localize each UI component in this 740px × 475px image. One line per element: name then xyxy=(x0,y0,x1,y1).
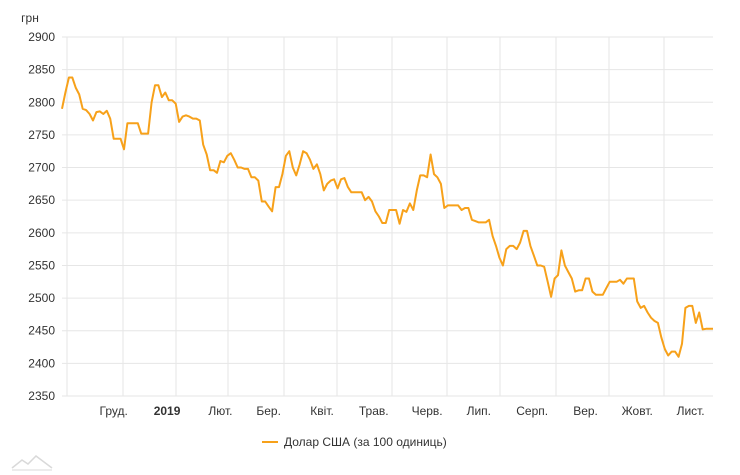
chart-legend[interactable]: Долар США (за 100 одиниць) xyxy=(262,435,447,449)
y-tick-label: 2450 xyxy=(28,324,55,338)
watermark-logo-icon xyxy=(11,455,53,471)
x-tick-label: Бер. xyxy=(256,404,281,418)
y-tick-label: 2350 xyxy=(28,389,55,403)
legend-label[interactable]: Долар США (за 100 одиниць) xyxy=(284,435,447,449)
x-tick-label: 2019 xyxy=(154,404,181,418)
y-tick-label: 2900 xyxy=(28,30,55,44)
x-tick-label: Серп. xyxy=(516,404,548,418)
x-tick-label: Груд. xyxy=(100,404,128,418)
y-tick-label: 2650 xyxy=(28,193,55,207)
y-tick-label: 2750 xyxy=(28,128,55,142)
x-tick-label: Лист. xyxy=(677,404,705,418)
chart-grid xyxy=(62,36,713,397)
x-tick-label: Жовт. xyxy=(622,404,653,418)
y-tick-label: 2850 xyxy=(28,63,55,77)
x-tick-label: Квіт. xyxy=(310,404,334,418)
y-tick-label: 2600 xyxy=(28,226,55,240)
y-tick-label: 2700 xyxy=(28,161,55,175)
y-unit-label: грн xyxy=(21,11,39,25)
x-tick-label: Черв. xyxy=(412,404,443,418)
y-tick-label: 2800 xyxy=(28,95,55,109)
y-tick-label: 2550 xyxy=(28,258,55,272)
y-axis-ticks: 2900 2850 2800 2750 2700 2650 2600 2550 2500 2450… xyxy=(28,30,55,403)
x-tick-label: Лют. xyxy=(208,404,232,418)
y-tick-label: 2400 xyxy=(28,356,55,370)
y-tick-label: 2500 xyxy=(28,291,55,305)
x-tick-label: Трав. xyxy=(359,404,389,418)
x-tick-label: Вер. xyxy=(573,404,598,418)
chart-series xyxy=(61,76,713,358)
x-tick-label: Лип. xyxy=(467,404,491,418)
x-axis-ticks: Груд. 2019 Лют. Бер. Квіт. Трав. Черв. Лип. Серп… xyxy=(100,404,705,418)
series-line[interactable] xyxy=(61,76,713,358)
